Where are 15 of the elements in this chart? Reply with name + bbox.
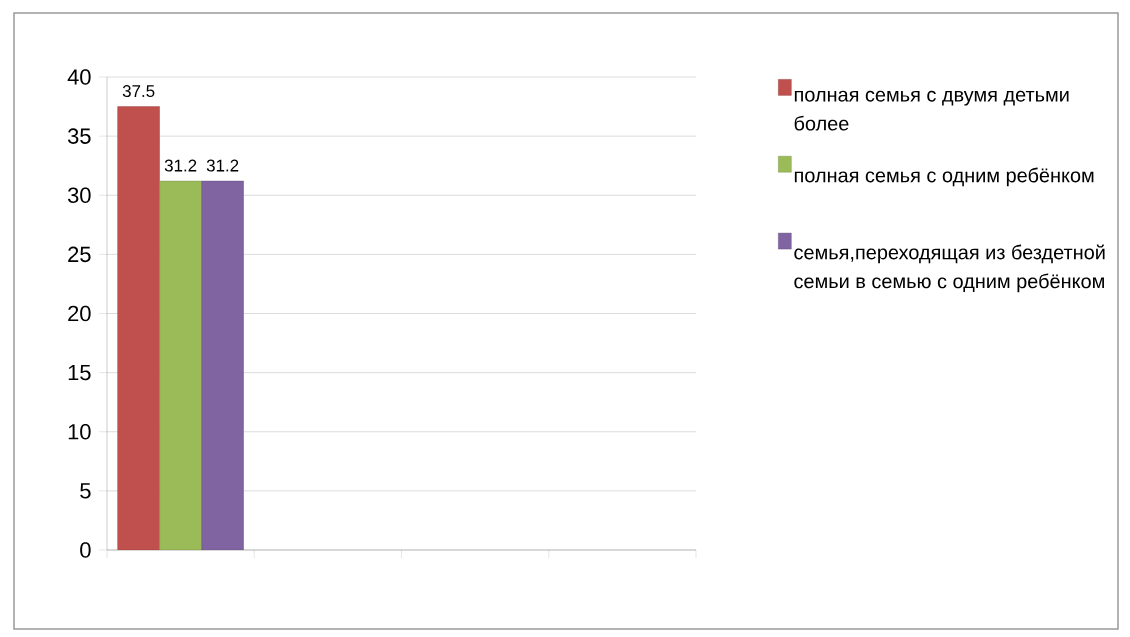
data-label: 37.5 [122,85,155,98]
y-tick-label: 40 [67,69,91,85]
y-tick-label: 0 [80,542,91,558]
y-tick-label: 20 [68,305,91,322]
y-tick-label: 30 [67,187,91,204]
legend-label: полная семья с двумя детьми более [794,90,1069,131]
y-tick-label: 15 [68,364,91,381]
y-tick-label: 25 [68,246,91,263]
y-tick-label: 5 [80,483,91,499]
data-label: 31.2 [206,159,239,172]
legend-label: полная семья с одним ребёнком [794,167,1094,187]
legend-label: семья,переходящая из бездетной семьи в семью с одним ребёнком [794,244,1105,293]
data-label: 31.2 [164,159,197,172]
y-tick-label: 35 [67,128,91,144]
y-tick-label: 10 [68,423,91,440]
